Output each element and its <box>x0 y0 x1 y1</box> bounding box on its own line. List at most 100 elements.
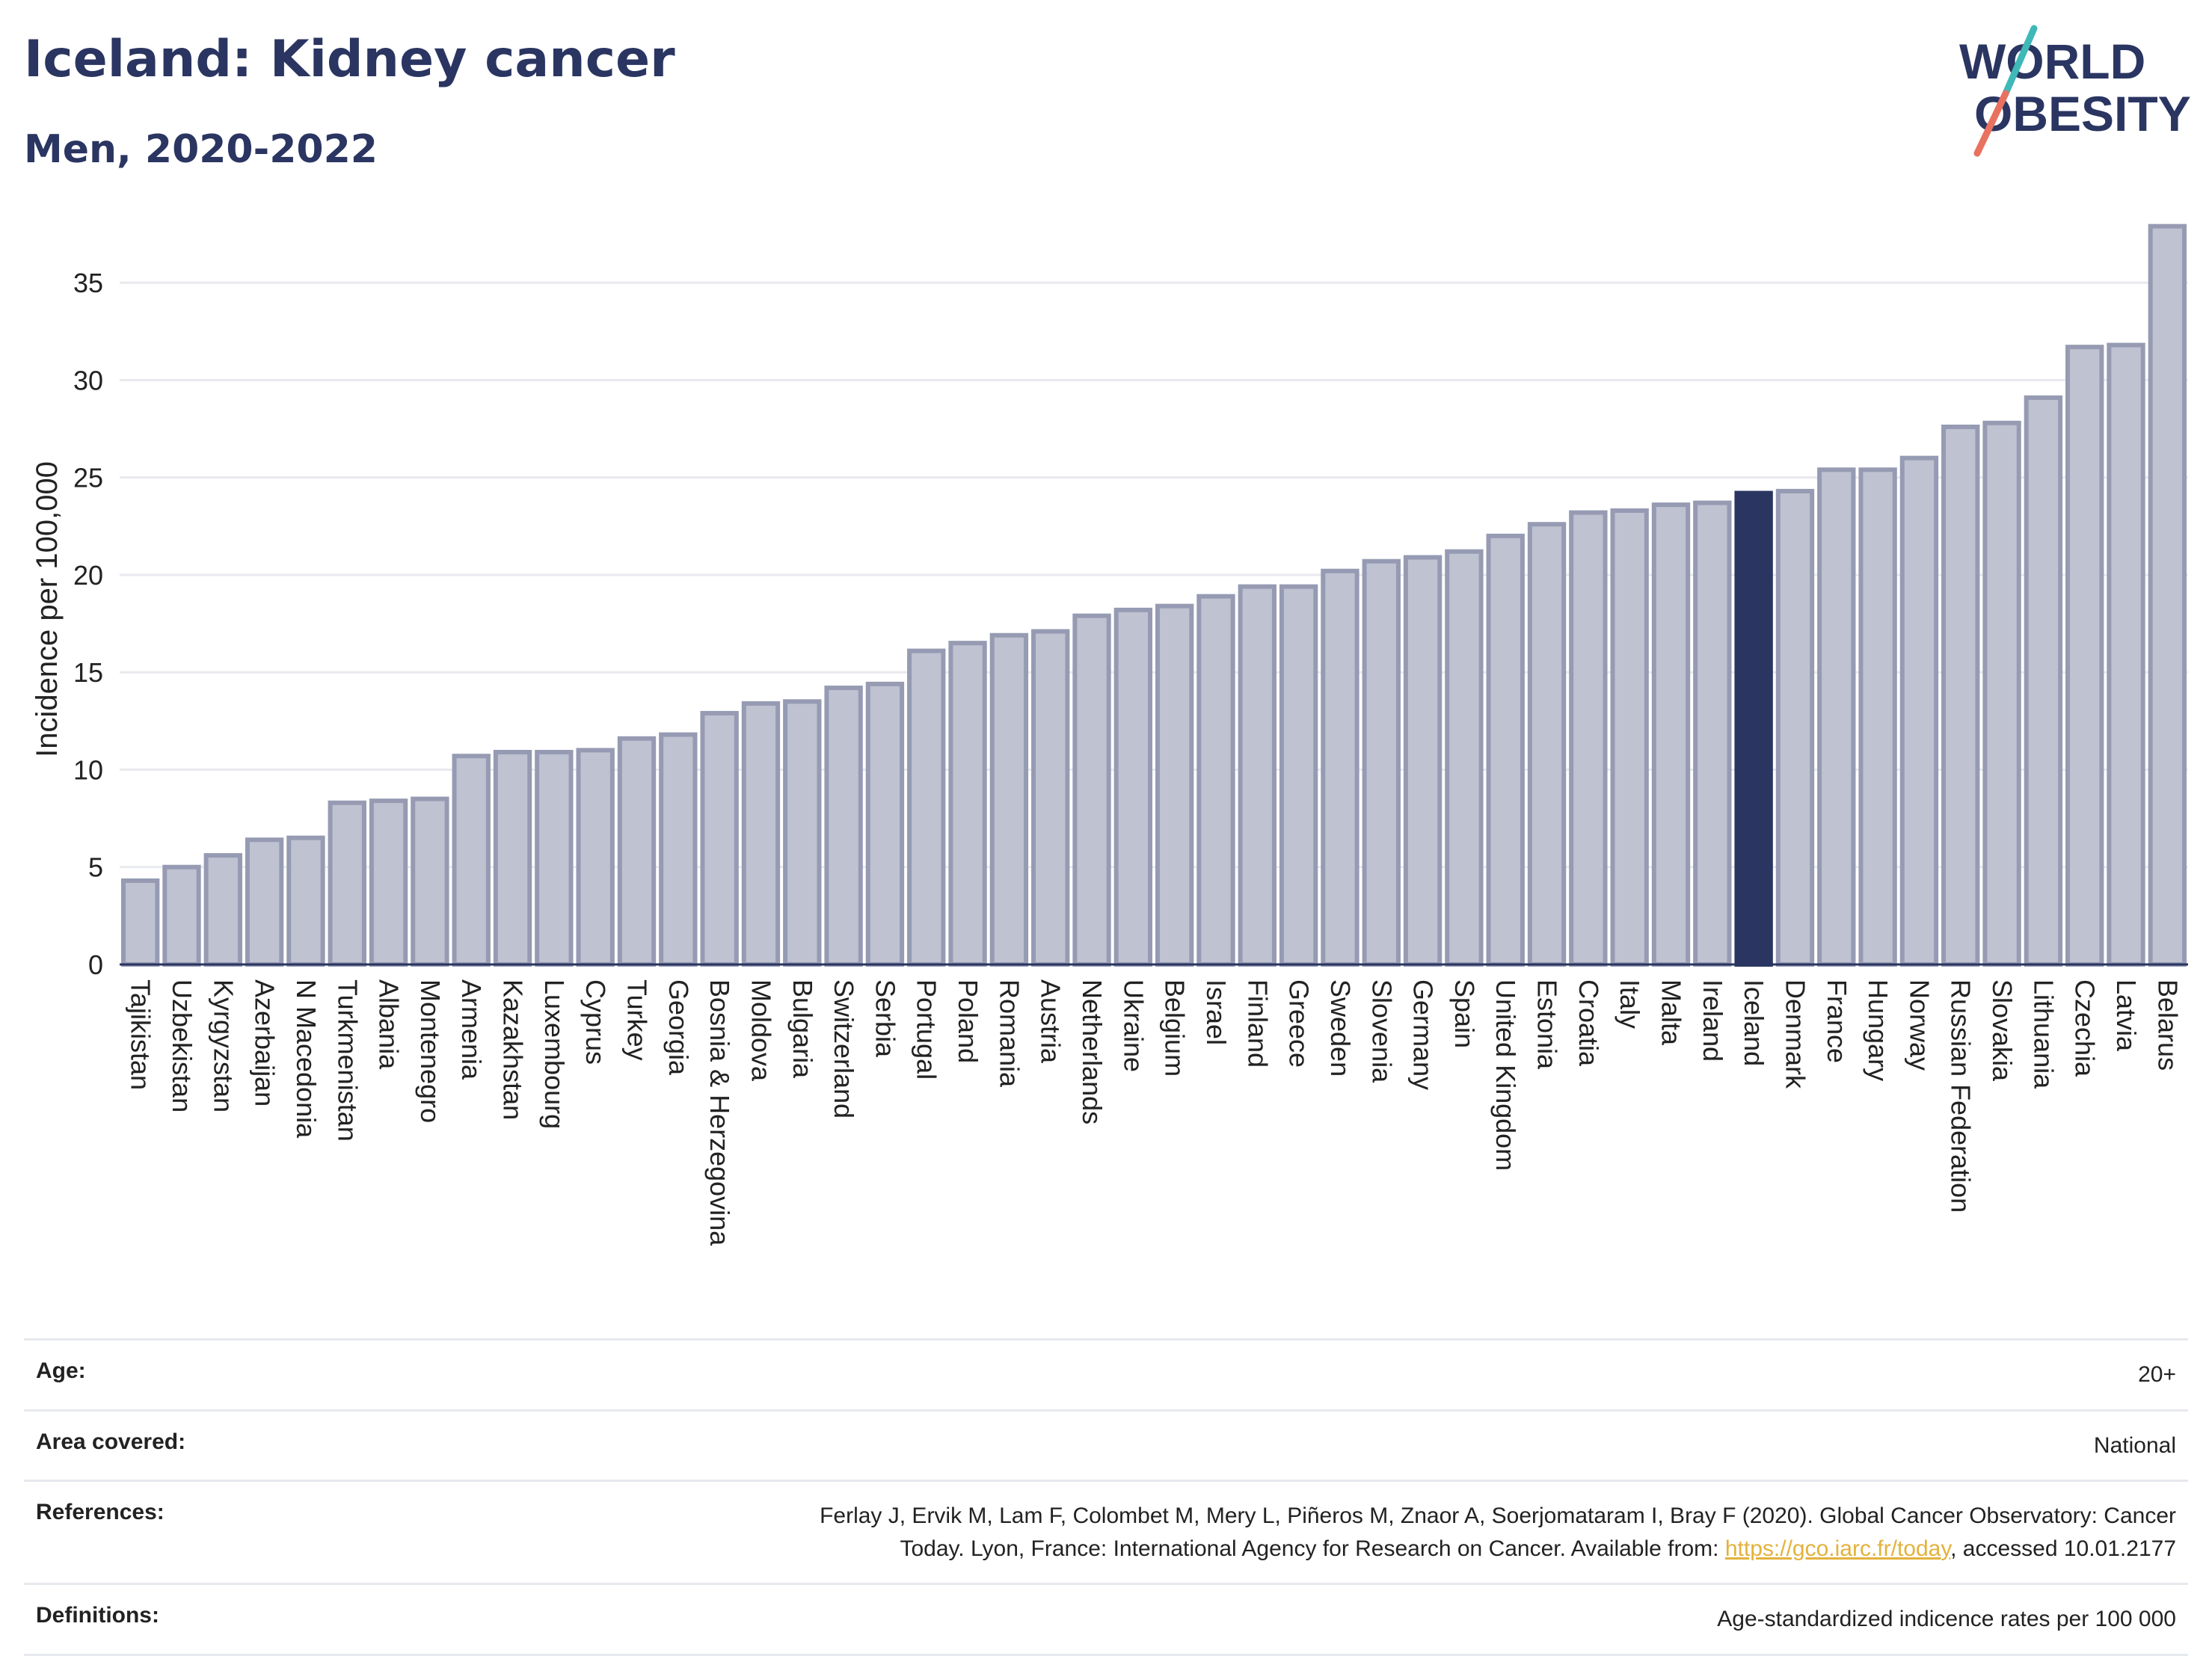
page-subtitle: Men, 2020-2022 <box>24 127 378 172</box>
x-tick-label: Iceland <box>1739 979 1769 1066</box>
bar <box>659 732 698 967</box>
x-tick-label: Germany <box>1408 979 1439 1090</box>
x-tick-label: Turkmenistan <box>332 979 363 1142</box>
bar <box>948 641 987 967</box>
bar <box>741 701 781 967</box>
x-tick-label: Portugal <box>912 979 942 1080</box>
x-tick-label: Slovenia <box>1366 979 1397 1083</box>
bar <box>576 748 615 967</box>
bar <box>2065 345 2104 967</box>
x-tick-label: Cyprus <box>580 979 611 1065</box>
y-tick-label: 0 <box>88 949 103 980</box>
page-title: Iceland: Kidney cancer <box>24 30 675 89</box>
x-tick-label: Ireland <box>1698 979 1728 1062</box>
bar <box>1527 522 1567 967</box>
bar <box>1362 558 1401 967</box>
logo-text-obesity: OBESITY <box>1974 86 2191 141</box>
bar <box>2148 224 2187 967</box>
x-tick-label: Romania <box>994 979 1024 1088</box>
x-tick-label: Kyrgyzstan <box>208 979 239 1112</box>
bar <box>1072 613 1111 967</box>
references-line-1: Ferlay J, Ervik M, Lam F, Colombet M, Me… <box>820 1503 2176 1528</box>
meta-value-area: National <box>2093 1432 2176 1458</box>
bar <box>1113 607 1153 967</box>
x-tick-label: Norway <box>1904 979 1935 1071</box>
bar <box>203 853 242 967</box>
bar <box>1155 603 1194 967</box>
bar <box>1321 568 1360 967</box>
bar <box>452 754 491 967</box>
bar <box>1651 502 1691 967</box>
x-tick-label: Belgium <box>1160 979 1191 1077</box>
x-tick-label: Finland <box>1242 979 1273 1068</box>
world-obesity-logo: WORLD OBESITY <box>1959 25 2191 157</box>
bar <box>1982 420 2021 967</box>
x-tick-label: Turkey <box>622 979 653 1061</box>
bar <box>1858 467 1897 967</box>
bar <box>700 710 739 967</box>
bar <box>1693 500 1732 967</box>
x-tick-label: Poland <box>953 979 983 1063</box>
bar <box>245 837 284 967</box>
logo-slash-coral <box>1973 90 2009 157</box>
y-tick-label: 35 <box>73 268 103 298</box>
bar <box>617 736 657 967</box>
x-tick-label: Italy <box>1615 979 1645 1029</box>
y-axis-label: Incidence per 100,000 <box>31 461 64 757</box>
x-tick-label: Russian Federation <box>1946 979 1976 1213</box>
x-tick-label: Armenia <box>456 979 487 1080</box>
x-tick-label: Hungary <box>1863 979 1893 1081</box>
x-tick-label: Spain <box>1449 979 1480 1048</box>
x-tick-label: United Kingdom <box>1490 979 1521 1171</box>
bar <box>1775 488 1815 967</box>
y-tick-labels: 0 5 10 15 20 25 30 35 <box>73 268 103 980</box>
meta-value-references: Ferlay J, Ervik M, Lam F, Colombet M, Me… <box>820 1500 2176 1565</box>
references-link[interactable]: https://gco.iarc.fr/today <box>1724 1536 1951 1561</box>
metadata-table: Age: 20+ Area covered: National Referenc… <box>24 1338 2188 1656</box>
bar <box>907 648 946 967</box>
meta-row-area: Area covered: National <box>24 1409 2188 1480</box>
x-tick-labels: Tajikistan Uzbekistan Kyrgyzstan Azerbaijan… <box>126 979 2184 1246</box>
x-tick-label: Bosnia & Herzegovina <box>704 979 735 1246</box>
x-tick-label: France <box>1822 979 1852 1063</box>
bar <box>1445 549 1484 967</box>
y-tick-label: 5 <box>88 852 103 883</box>
x-tick-label: Albania <box>374 979 405 1070</box>
bar <box>1817 467 1856 967</box>
bar <box>1941 424 1980 967</box>
bar <box>1569 510 1608 967</box>
bar-chart: 0 5 10 15 20 25 30 35 Tajikistan Uzbekistan Kyrgy… <box>31 224 2188 1246</box>
bar <box>411 796 449 967</box>
y-tick-label: 15 <box>73 657 103 688</box>
x-tick-label: Azerbaijan <box>250 979 280 1106</box>
bar <box>328 800 366 967</box>
x-tick-label: Serbia <box>870 979 900 1058</box>
meta-value-age: 20+ <box>2138 1362 2176 1387</box>
bar <box>1196 594 1235 967</box>
bar <box>286 835 325 967</box>
bar <box>824 686 863 967</box>
meta-label-area: Area covered: <box>36 1429 186 1454</box>
bar <box>535 750 574 967</box>
bar <box>1403 555 1443 967</box>
meta-label-definitions: Definitions: <box>36 1603 159 1628</box>
x-tick-label: Moldova <box>746 979 776 1082</box>
x-tick-label: Slovakia <box>1987 979 2018 1082</box>
y-tick-label: 10 <box>73 754 103 785</box>
meta-value-definitions: Age-standardized indicence rates per 100… <box>1717 1607 2176 1631</box>
x-tick-label: Croatia <box>1573 979 1604 1067</box>
bar <box>1031 629 1070 967</box>
bar <box>369 798 408 967</box>
x-tick-label: Czechia <box>2070 979 2101 1077</box>
bar <box>2107 342 2145 967</box>
y-tick-label: 25 <box>73 463 103 493</box>
x-tick-label: Estonia <box>1532 979 1563 1070</box>
meta-row-age: Age: 20+ <box>24 1338 2188 1409</box>
x-tick-label: Lithuania <box>2028 979 2059 1089</box>
bar <box>1238 584 1276 967</box>
references-line-2-post: , accessed 10.01.2177 <box>1950 1536 2176 1561</box>
bar <box>1279 584 1318 967</box>
bar <box>162 864 201 967</box>
x-tick-label: Montenegro <box>415 979 446 1123</box>
x-tick-label: Switzerland <box>829 979 859 1118</box>
